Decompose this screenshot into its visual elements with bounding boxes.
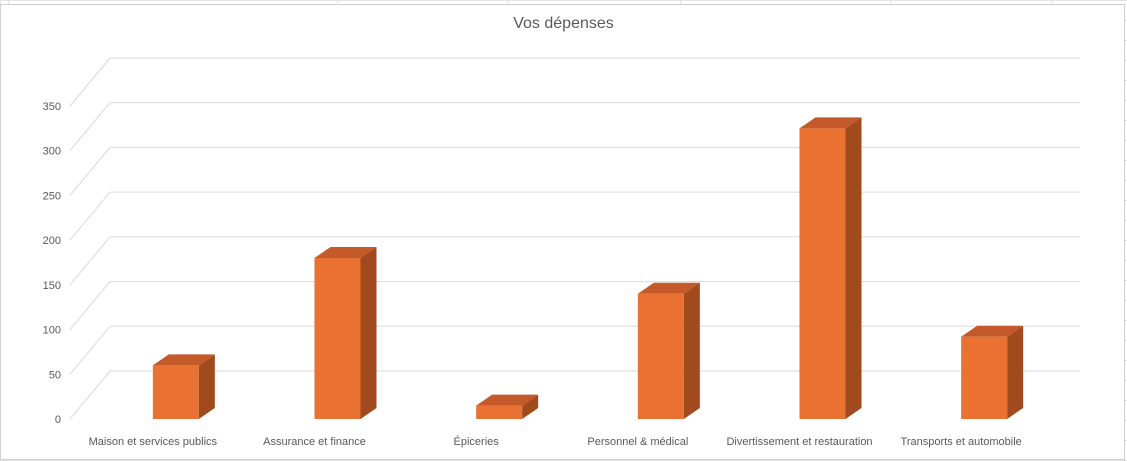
- gridline-diagonal: [69, 370, 111, 420]
- gridline-diagonal: [69, 191, 111, 241]
- bar-side-face: [1007, 325, 1024, 419]
- bars: [152, 117, 1024, 419]
- y-tick-label: 200: [43, 235, 61, 247]
- chart-title[interactable]: Vos dépenses: [513, 15, 614, 32]
- sheet-row-line: [0, 0, 1127, 1]
- bar-front-face: [799, 128, 846, 419]
- y-tick-label: 50: [49, 369, 61, 381]
- bar-front-face: [152, 365, 199, 419]
- y-tick-label: 100: [43, 325, 61, 337]
- gridline-diagonal: [69, 102, 111, 152]
- bar-top-face: [961, 325, 1024, 337]
- bar-top-face: [314, 247, 377, 259]
- y-axis: 0 50 100 150 200 250 300 350: [43, 101, 61, 426]
- bar[interactable]: [152, 354, 215, 419]
- bar-front-face: [476, 405, 523, 419]
- gridline-diagonal: [69, 236, 111, 286]
- bar-front-face: [637, 293, 684, 419]
- bar-front-face: [961, 336, 1008, 419]
- bar-side-face: [198, 354, 215, 419]
- x-category-label: Maison et services publics: [89, 436, 218, 448]
- gridline-diagonal: [69, 325, 111, 375]
- x-category-label: Assurance et finance: [263, 436, 366, 448]
- x-axis: Maison et services publics Assurance et f…: [89, 435, 1022, 448]
- bar[interactable]: [314, 247, 377, 419]
- x-category-label: Épiceries: [454, 435, 500, 448]
- bar-top-face: [476, 394, 539, 406]
- bar[interactable]: [799, 117, 862, 419]
- gridline-diagonal: [69, 281, 111, 330]
- bar-top-face: [799, 117, 862, 129]
- y-tick-label: 250: [43, 190, 61, 202]
- x-category-label: Transports et automobile: [901, 436, 1022, 448]
- x-category-label: Divertissement et restauration: [726, 436, 872, 448]
- gridline-diagonal: [69, 57, 111, 107]
- bar[interactable]: [961, 325, 1024, 419]
- y-tick-label: 350: [43, 101, 61, 113]
- y-tick-label: 150: [43, 280, 61, 292]
- bar-side-face: [522, 394, 539, 419]
- bar-side-face: [845, 117, 862, 419]
- bar[interactable]: [476, 394, 539, 419]
- bar-side-face: [683, 282, 700, 419]
- gridlines: [69, 57, 1080, 420]
- bar-side-face: [360, 247, 377, 419]
- bar-front-face: [314, 258, 361, 419]
- bar[interactable]: [637, 282, 700, 419]
- y-tick-label: 300: [43, 146, 61, 158]
- y-tick-label: 0: [55, 414, 61, 426]
- bar-top-face: [637, 282, 700, 294]
- bar-top-face: [152, 354, 215, 366]
- x-category-label: Personnel & médical: [587, 436, 688, 448]
- gridline-diagonal: [69, 147, 111, 196]
